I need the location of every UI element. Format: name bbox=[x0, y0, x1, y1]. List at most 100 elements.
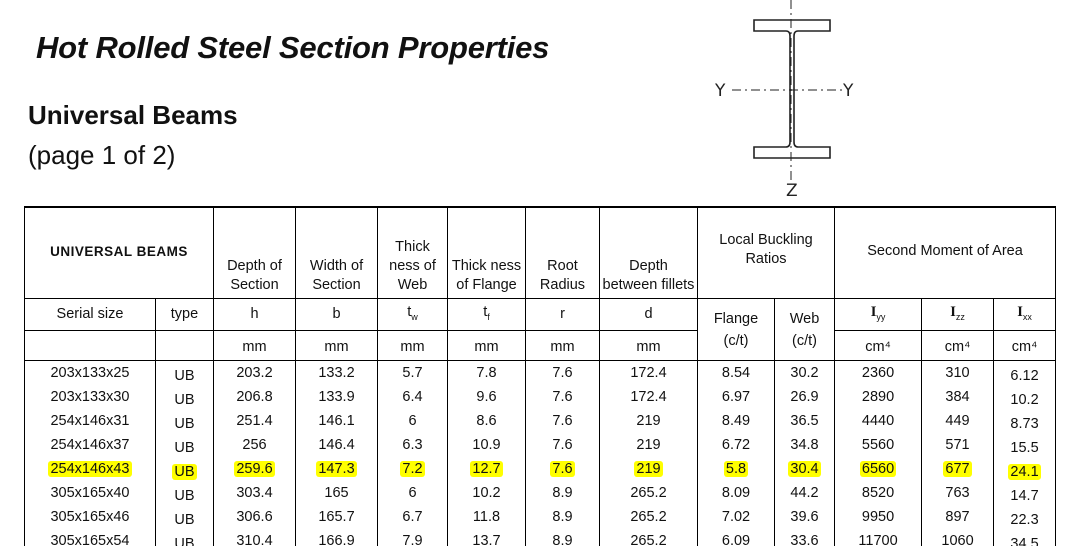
unit-flange: (c/t) bbox=[697, 330, 775, 361]
cell-b: 166.9 bbox=[295, 528, 378, 546]
cell-web: 33.6 bbox=[773, 528, 836, 546]
cell-type: UB bbox=[155, 528, 214, 546]
cell-value-d: 172.4 bbox=[630, 388, 667, 405]
cell-h: 206.8 bbox=[213, 384, 296, 409]
cell-value-iyy: 5560 bbox=[861, 436, 895, 453]
table-row: 305x165x54 UB 310.4 166.9 7.9 13.7 8.9 265.2 6.0… bbox=[24, 528, 1056, 546]
cell-value-tf: 9.6 bbox=[476, 388, 497, 405]
cell-type: UB bbox=[155, 432, 214, 457]
symbol-tf: tf bbox=[447, 298, 526, 331]
cell-value-b: 146.1 bbox=[318, 412, 355, 429]
cell-flange: 7.02 bbox=[697, 504, 775, 529]
cell-value-ixx: 6.12 bbox=[1010, 367, 1039, 384]
cell-serial: 305x165x54 bbox=[24, 528, 156, 546]
cell-tf: 7.8 bbox=[447, 360, 526, 385]
cell-value-tf: 13.7 bbox=[472, 532, 501, 546]
cell-value-flange: 6.09 bbox=[721, 532, 751, 546]
unit-tw: mm bbox=[377, 330, 448, 361]
cell-serial: 203x133x25 bbox=[24, 360, 156, 385]
cell-value-tf: 8.6 bbox=[476, 412, 497, 429]
cell-b: 133.2 bbox=[295, 360, 378, 385]
cell-value-b: 166.9 bbox=[318, 532, 355, 546]
cell-value-tw: 7.9 bbox=[402, 532, 423, 546]
cell-value-h: 251.4 bbox=[236, 412, 273, 429]
cell-value-tf: 10.2 bbox=[472, 484, 501, 501]
cell-tf: 12.7 bbox=[447, 456, 526, 481]
unit-web: (c/t) bbox=[773, 330, 836, 361]
cell-value-flange: 8.09 bbox=[721, 484, 751, 501]
cell-value-izz: 677 bbox=[943, 460, 972, 477]
cell-d: 172.4 bbox=[599, 360, 698, 385]
cell-value-h: 306.6 bbox=[236, 508, 273, 525]
cell-value-izz: 897 bbox=[945, 508, 970, 525]
cell-value-serial: 305x165x54 bbox=[50, 532, 130, 546]
cell-b: 165 bbox=[295, 480, 378, 505]
cell-r: 8.9 bbox=[525, 528, 600, 546]
cell-value-type: UB bbox=[174, 511, 195, 528]
cell-value-flange: 6.97 bbox=[721, 388, 751, 405]
cell-serial: 254x146x31 bbox=[24, 408, 156, 433]
cell-r: 7.6 bbox=[525, 360, 600, 385]
cell-iyy: 5560 bbox=[834, 432, 923, 457]
table-row: 305x165x46 UB 306.6 165.7 6.7 11.8 8.9 265.2 7.0… bbox=[24, 504, 1056, 529]
cell-web: 34.8 bbox=[773, 432, 836, 457]
cell-tf: 8.6 bbox=[447, 408, 526, 433]
cell-iyy: 2890 bbox=[834, 384, 923, 409]
cell-h: 306.6 bbox=[213, 504, 296, 529]
cell-serial: 305x165x40 bbox=[24, 480, 156, 505]
cell-value-r: 7.6 bbox=[552, 388, 573, 405]
cell-value-iyy: 2360 bbox=[861, 364, 895, 381]
cell-serial: 203x133x30 bbox=[24, 384, 156, 409]
cell-h: 256 bbox=[213, 432, 296, 457]
cell-value-iyy: 4440 bbox=[861, 412, 895, 429]
unit-r: mm bbox=[525, 330, 600, 361]
cell-value-d: 219 bbox=[636, 412, 661, 429]
section-subtitle: Universal Beams bbox=[28, 100, 238, 130]
cell-b: 133.9 bbox=[295, 384, 378, 409]
cell-flange: 8.54 bbox=[697, 360, 775, 385]
table-row: 254x146x43 UB 259.6 147.3 7.2 12.7 7.6 219 5.8 30… bbox=[24, 456, 1056, 481]
cell-value-b: 133.2 bbox=[318, 364, 355, 381]
cell-value-r: 8.9 bbox=[552, 508, 573, 525]
cell-value-d: 265.2 bbox=[630, 532, 667, 546]
cell-value-ixx: 14.7 bbox=[1010, 487, 1039, 504]
symbol-flange: Flange bbox=[697, 298, 775, 330]
cell-value-web: 33.6 bbox=[790, 532, 819, 546]
cell-value-ixx: 22.3 bbox=[1010, 511, 1039, 528]
cell-value-tf: 12.7 bbox=[470, 460, 503, 477]
cell-value-tw: 5.7 bbox=[402, 364, 423, 381]
z-axis-label: Z bbox=[786, 181, 798, 200]
cell-type: UB bbox=[155, 408, 214, 433]
header-second-moment-of-area: Second Moment of Area bbox=[834, 206, 1056, 299]
cell-b: 165.7 bbox=[295, 504, 378, 529]
symbol-serial-size: Serial size bbox=[24, 298, 156, 331]
cell-value-web: 44.2 bbox=[790, 484, 819, 501]
symbol-h: h bbox=[213, 298, 296, 331]
cell-value-web: 30.2 bbox=[790, 364, 819, 381]
symbol-row: Serial size type h b tw tf r d Flange We… bbox=[24, 298, 1056, 331]
cell-value-h: 310.4 bbox=[236, 532, 273, 546]
cell-value-b: 147.3 bbox=[316, 460, 357, 477]
unit-tf: mm bbox=[447, 330, 526, 361]
header-web-thickness: Thick ness of Web bbox=[377, 206, 448, 299]
cell-r: 7.6 bbox=[525, 432, 600, 457]
cell-value-web: 36.5 bbox=[790, 412, 819, 429]
cell-d: 219 bbox=[599, 456, 698, 481]
cell-serial: 254x146x37 bbox=[24, 432, 156, 457]
cell-value-b: 165.7 bbox=[318, 508, 355, 525]
cell-ixx: 24.1 bbox=[993, 456, 1056, 481]
cell-value-izz: 384 bbox=[945, 388, 970, 405]
cell-value-d: 219 bbox=[636, 436, 661, 453]
cell-ixx: 14.7 bbox=[993, 480, 1056, 505]
cell-tf: 10.2 bbox=[447, 480, 526, 505]
cell-value-h: 206.8 bbox=[236, 388, 273, 405]
cell-value-serial: 305x165x40 bbox=[50, 484, 130, 501]
cell-value-flange: 7.02 bbox=[721, 508, 751, 525]
cell-type: UB bbox=[155, 480, 214, 505]
cell-value-tw: 6 bbox=[408, 484, 417, 501]
cell-value-r: 8.9 bbox=[552, 532, 573, 546]
cell-tw: 6 bbox=[377, 480, 448, 505]
cell-value-flange: 6.72 bbox=[721, 436, 751, 453]
cell-d: 265.2 bbox=[599, 504, 698, 529]
header-depth-of-section: Depth of Section bbox=[213, 206, 296, 299]
